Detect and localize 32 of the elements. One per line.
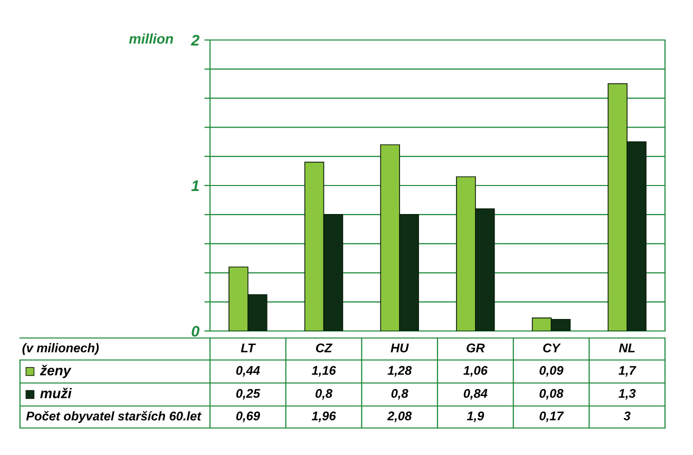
- text: 2,08: [387, 412, 412, 422]
- data-label: 1,28: [388, 366, 412, 377]
- x-tick-label: GR: [466, 344, 485, 352]
- data-label: 0,25: [236, 389, 260, 400]
- x-tick-label: LT: [240, 344, 256, 352]
- data-label: 0,8: [391, 389, 408, 400]
- data-label: 1,3: [618, 389, 636, 400]
- legend-label: ženy: [40, 364, 72, 378]
- x-tick-label: HU: [390, 344, 409, 352]
- y-axis-title: million: [129, 34, 174, 44]
- x-tick-label: CZ: [316, 344, 332, 352]
- data-label: 1,16: [312, 366, 336, 377]
- x-tick-label: CY: [543, 344, 561, 352]
- text: Počet obyvatel starších 60.let: [26, 411, 202, 423]
- y-tick-label: 0: [192, 326, 200, 337]
- text: 1,9: [466, 412, 484, 422]
- y-tick-label: 2: [190, 34, 200, 46]
- data-label: 0,08: [540, 389, 564, 400]
- text: 0,17: [540, 412, 564, 422]
- data-label: 0,8: [316, 389, 332, 400]
- data-label: 1,7: [618, 366, 636, 377]
- x-tick-label: NL: [618, 344, 635, 352]
- data-label: 1,06: [463, 366, 488, 377]
- text: 3: [624, 412, 630, 420]
- text: 0,69: [236, 412, 260, 422]
- text: 1,96: [312, 412, 336, 422]
- legend-label: muži: [40, 388, 72, 398]
- data-label: 0,09: [540, 366, 564, 377]
- text: (v milionech): [22, 343, 99, 355]
- data-label: 0,44: [236, 366, 260, 377]
- y-tick-label: 1: [191, 180, 199, 192]
- data-label: 0,84: [464, 389, 488, 400]
